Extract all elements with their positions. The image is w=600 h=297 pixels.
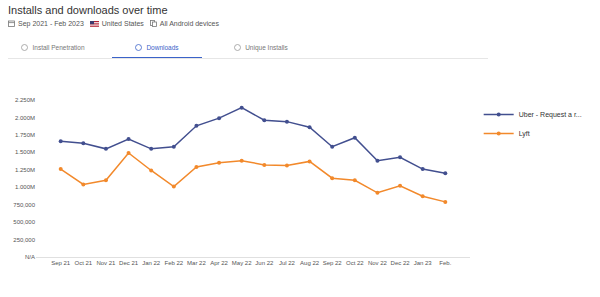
svg-text:Dec 22: Dec 22 [391, 260, 411, 266]
html-text:Unique Installs: Unique Installs [245, 44, 288, 51]
svg-text:750,000: 750,000 [13, 202, 35, 208]
svg-text:250,000: 250,000 [13, 237, 35, 243]
svg-text:N/A: N/A [25, 254, 35, 260]
svg-text:May 22: May 22 [232, 260, 252, 266]
svg-text:1.000M: 1.000M [15, 184, 35, 190]
svg-text:Sep 21: Sep 21 [51, 260, 71, 266]
svg-text:Dec 21: Dec 21 [119, 260, 139, 266]
svg-text:Nov 21: Nov 21 [96, 260, 116, 266]
svg-text:Feb.: Feb. [439, 260, 451, 266]
html-text:All Android devices: All Android devices [159, 20, 219, 27]
html-text:Sep 2021 - Feb 2023: Sep 2021 - Feb 2023 [18, 20, 84, 27]
svg-text:Oct 22: Oct 22 [346, 260, 364, 266]
svg-text:2.250M: 2.250M [15, 97, 35, 103]
html-text:Downloads: Downloads [146, 44, 179, 51]
svg-text:500,000: 500,000 [13, 219, 35, 225]
svg-text:1.750M: 1.750M [15, 132, 35, 138]
svg-text:Feb 22: Feb 22 [164, 260, 183, 266]
html-text:Installs and downloads over ti: Installs and downloads over time [8, 4, 168, 16]
svg-text:Uber - Request a r...: Uber - Request a r... [519, 111, 582, 119]
html-text:Install Penetration: Install Penetration [32, 44, 85, 51]
svg-text:1.500M: 1.500M [15, 149, 35, 155]
html-text:United States: United States [101, 20, 144, 27]
svg-text:Aug 22: Aug 22 [300, 260, 320, 266]
svg-text:1.250M: 1.250M [15, 167, 35, 173]
svg-text:Jun 22: Jun 22 [255, 260, 274, 266]
svg-text:Apr 22: Apr 22 [210, 260, 228, 266]
svg-text:Jan 23: Jan 23 [414, 260, 433, 266]
svg-text:Jan 22: Jan 22 [142, 260, 161, 266]
svg-text:Lyft: Lyft [519, 130, 530, 138]
svg-text:Mar 22: Mar 22 [187, 260, 206, 266]
svg-text:Oct 21: Oct 21 [74, 260, 92, 266]
svg-text:Sep 22: Sep 22 [323, 260, 343, 266]
svg-text:2.000M: 2.000M [15, 115, 35, 121]
svg-text:Nov 22: Nov 22 [368, 260, 388, 266]
svg-text:Jul 22: Jul 22 [279, 260, 296, 266]
